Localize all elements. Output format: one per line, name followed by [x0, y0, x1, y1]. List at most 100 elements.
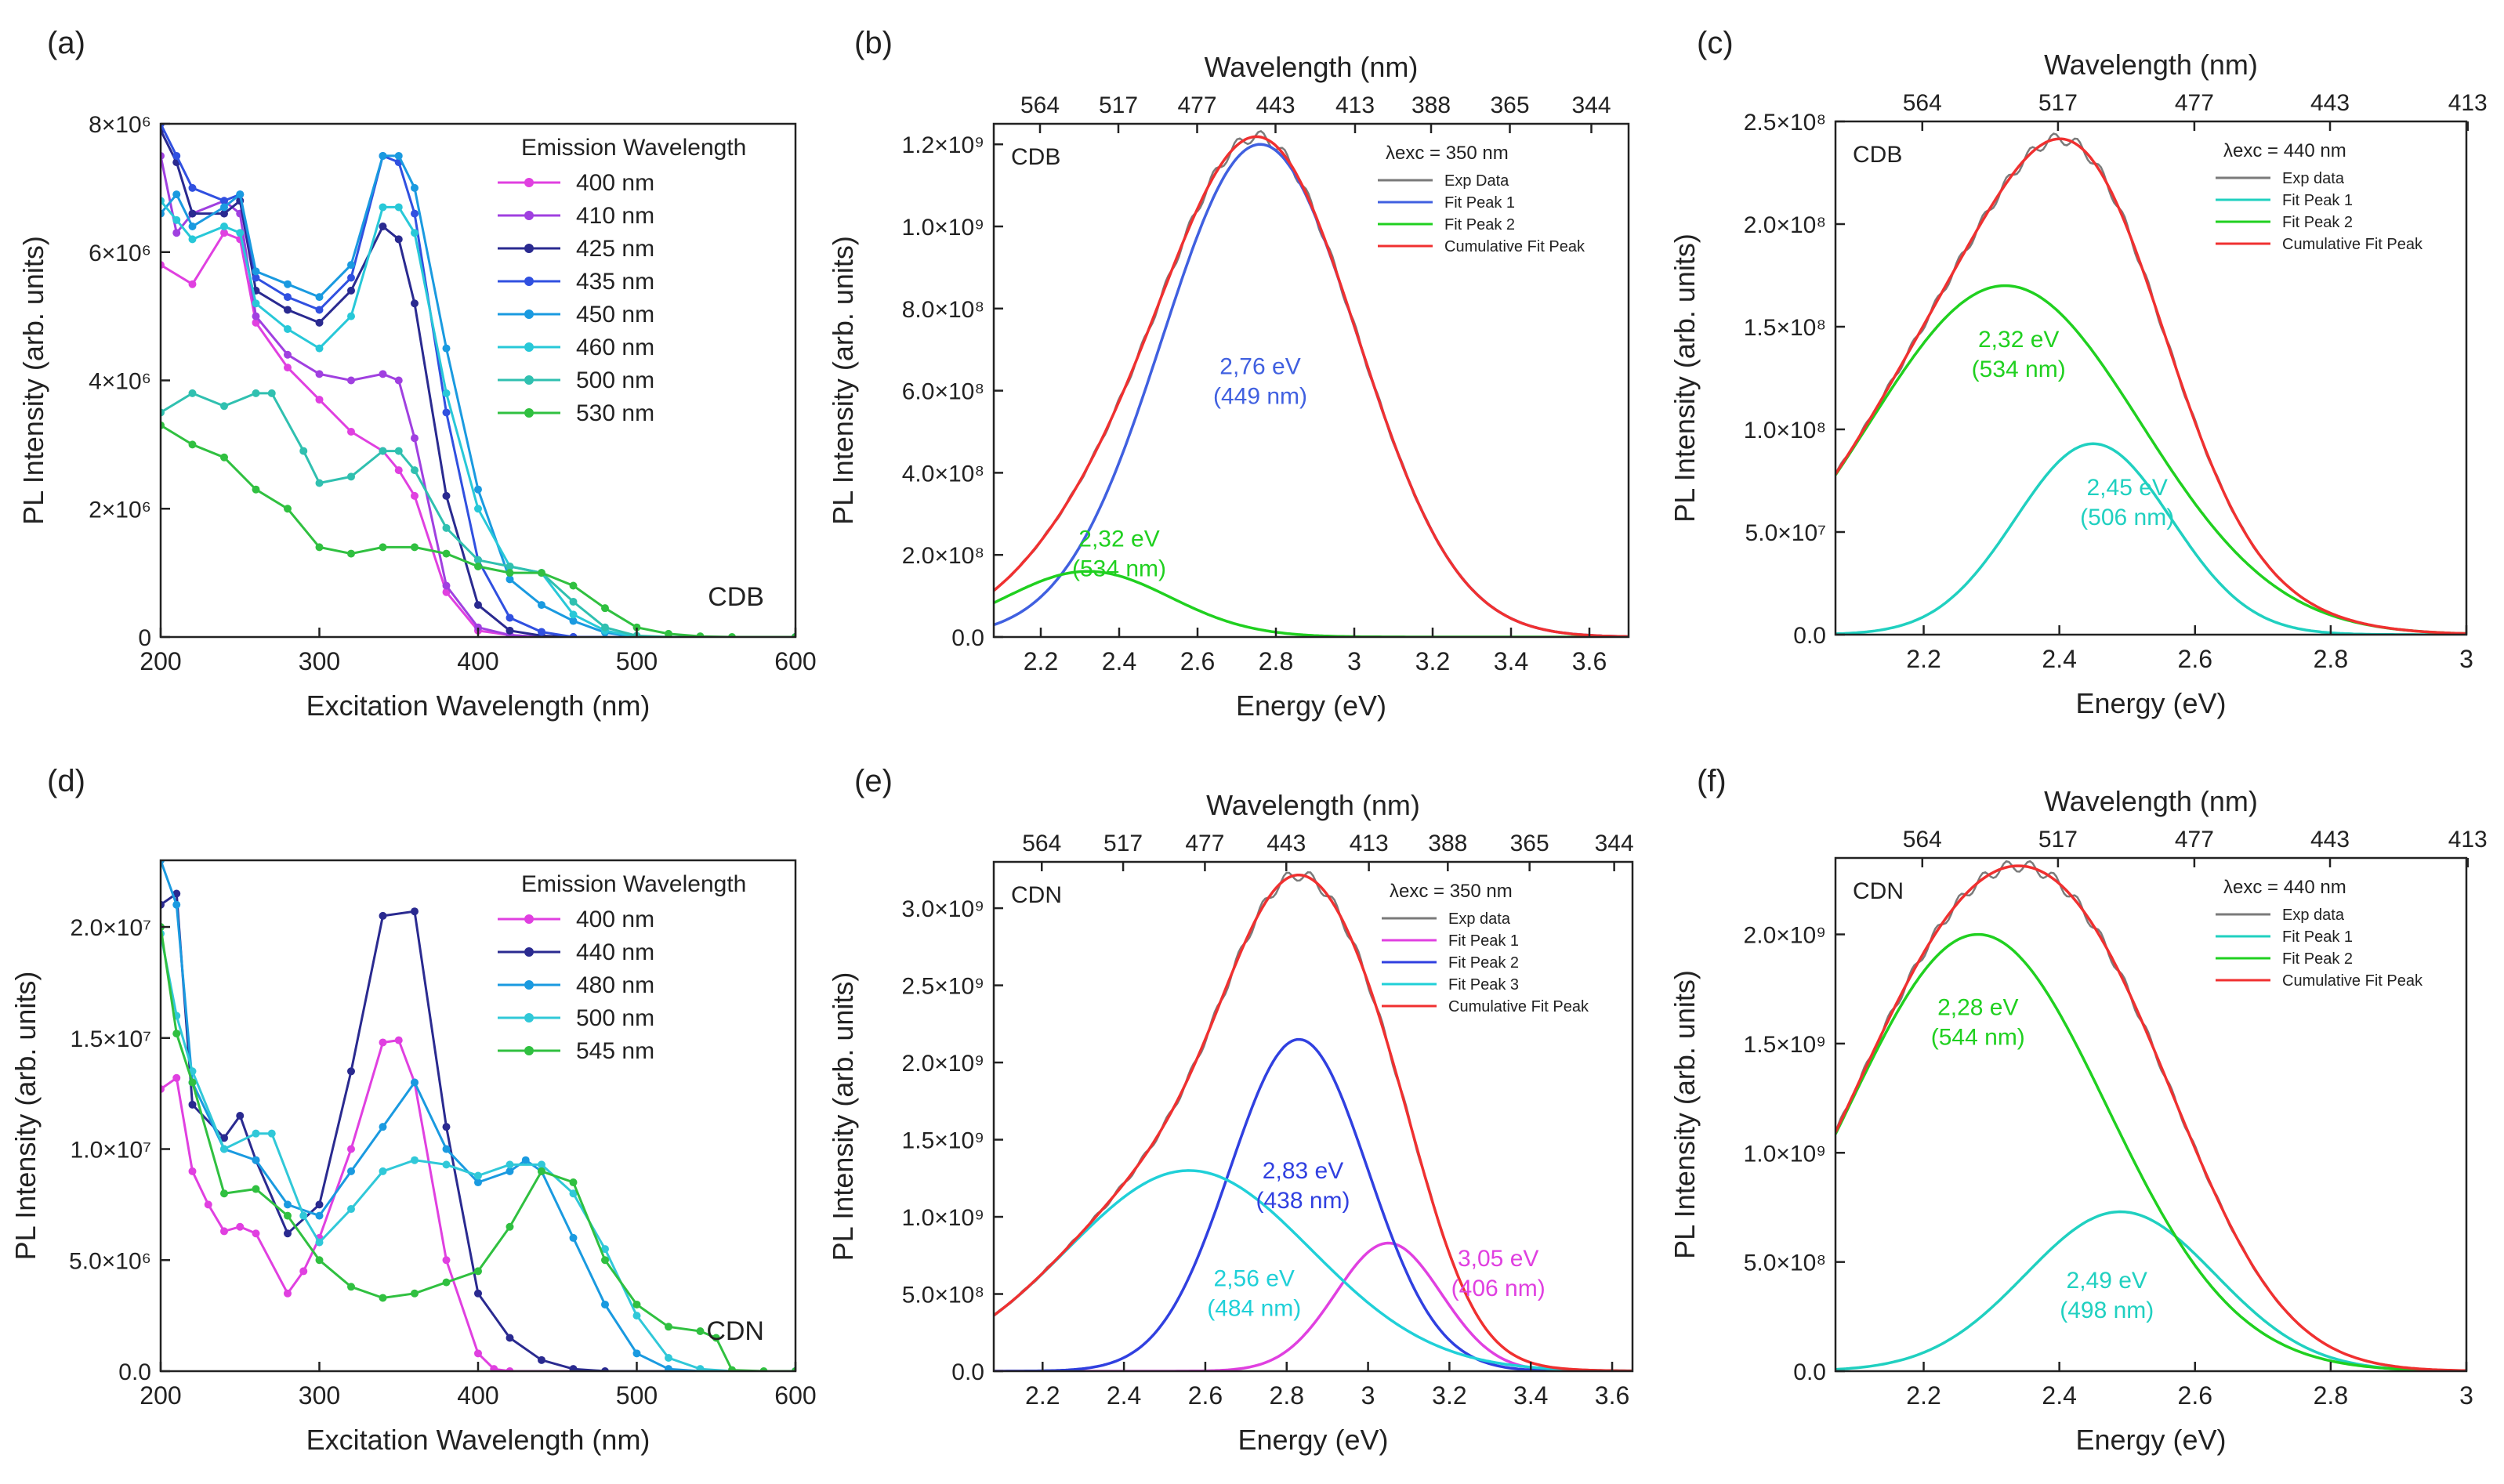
x-tick-label: 2.2	[1024, 647, 1058, 675]
data-point	[394, 447, 403, 455]
excitation-label: λexc = 440 nm	[2223, 140, 2346, 161]
top-tick-label: 413	[2448, 827, 2488, 852]
data-point	[696, 632, 705, 637]
data-point	[315, 1211, 324, 1220]
data-point	[569, 1233, 578, 1242]
data-point	[188, 223, 197, 230]
data-point	[442, 523, 451, 532]
peak-label-nm: (438 nm)	[1256, 1188, 1350, 1214]
legend-label: 500 nm	[576, 367, 654, 393]
data-point	[569, 617, 578, 625]
data-point	[315, 543, 324, 552]
data-point	[299, 1211, 308, 1220]
sample-annotation: CDN	[1853, 878, 1904, 904]
top-axis-title: Wavelength (nm)	[2044, 785, 2258, 817]
data-point	[474, 1267, 482, 1276]
peak-label-nm: (449 nm)	[1213, 384, 1307, 410]
data-point	[474, 562, 482, 570]
data-point	[442, 549, 451, 558]
legend-title: Emission Wavelength	[521, 135, 746, 161]
legend-label: 500 nm	[576, 1005, 654, 1031]
peak-label: 2,32 eV	[1078, 527, 1159, 552]
series-line	[161, 231, 795, 637]
cumulative-fit-line	[1835, 137, 2466, 635]
data-point	[442, 1278, 451, 1287]
data-point	[315, 1256, 324, 1265]
data-point	[347, 472, 355, 481]
legend-label: Fit Peak 2	[1444, 216, 1515, 233]
x-tick-label: 3.4	[1513, 1381, 1548, 1410]
legend-label: 400 nm	[576, 907, 654, 932]
data-point	[315, 318, 324, 327]
data-point	[394, 235, 403, 244]
y-tick-label: 1.0×10⁹	[1744, 1141, 1826, 1167]
top-tick-label: 344	[1595, 831, 1634, 856]
data-point	[172, 151, 181, 160]
peak-label-nm: (406 nm)	[1451, 1276, 1546, 1301]
data-point	[379, 543, 387, 552]
data-point	[411, 1078, 419, 1087]
x-tick-label: 2.4	[2042, 1381, 2076, 1410]
top-tick-label: 517	[2038, 827, 2078, 852]
data-point	[379, 447, 387, 455]
data-point	[315, 1200, 324, 1209]
y-tick-label: 1.0×10⁹	[902, 1205, 984, 1231]
sample-annotation: CDB	[708, 582, 764, 612]
data-point	[411, 466, 419, 475]
top-tick-label: 388	[1428, 831, 1467, 856]
legend-label: 480 nm	[576, 972, 654, 998]
fit-peak-line	[994, 1037, 1632, 1371]
top-tick-label: 564	[1022, 831, 1061, 856]
top-tick-label: 564	[1020, 92, 1060, 118]
x-tick-label: 3.4	[1494, 647, 1528, 675]
peak-label: 2,83 eV	[1263, 1158, 1343, 1184]
data-point	[252, 1229, 260, 1238]
data-point	[267, 389, 276, 397]
legend-marker	[524, 947, 534, 957]
top-tick-label: 365	[1510, 831, 1549, 856]
top-tick-label: 477	[1185, 831, 1224, 856]
sample-annotation: CDN	[1011, 882, 1062, 908]
data-point	[315, 396, 324, 404]
legend-label: Cumulative Fit Peak	[1448, 998, 1589, 1015]
data-point	[252, 1129, 260, 1138]
data-point	[236, 1222, 245, 1231]
y-tick-label: 5.0×10⁸	[902, 1283, 984, 1308]
top-tick-label: 564	[1903, 827, 1942, 852]
data-point	[506, 1160, 514, 1169]
axes-frame	[992, 122, 1630, 639]
legend-marker	[524, 408, 534, 418]
data-point	[188, 209, 197, 218]
x-tick-label: 3	[1347, 647, 1361, 675]
x-tick-label: 2.8	[1270, 1381, 1304, 1410]
data-point	[284, 350, 292, 359]
data-point	[379, 1294, 387, 1302]
data-point	[506, 575, 514, 584]
legend-label: Exp Data	[1444, 172, 1509, 190]
data-point	[506, 569, 514, 577]
data-point	[411, 491, 419, 500]
legend-label: 545 nm	[576, 1038, 654, 1064]
cumulative-fit-line	[994, 873, 1632, 1371]
data-point	[394, 376, 403, 385]
x-tick-label: 2.2	[1906, 1381, 1941, 1410]
data-point	[188, 1167, 197, 1175]
series-line	[161, 933, 795, 1371]
cumulative-fit-line	[994, 135, 1629, 637]
cumulative-fit-line	[1835, 864, 2466, 1371]
data-point	[252, 299, 260, 308]
excitation-label: λexc = 440 nm	[2223, 877, 2346, 898]
x-tick-label: 3.6	[1595, 1381, 1629, 1410]
peak-label-nm: (506 nm)	[2080, 505, 2174, 530]
plot-area	[161, 124, 795, 637]
legend-marker	[524, 1046, 534, 1055]
data-point	[252, 318, 260, 327]
legend-label: 440 nm	[576, 939, 654, 965]
data-point	[601, 623, 609, 632]
data-point	[347, 376, 355, 385]
legend-marker	[524, 309, 534, 319]
peak-label-nm: (534 nm)	[1972, 357, 2066, 382]
legend-label: 435 nm	[576, 269, 654, 295]
data-point	[442, 1123, 451, 1131]
data-point	[347, 1167, 355, 1175]
